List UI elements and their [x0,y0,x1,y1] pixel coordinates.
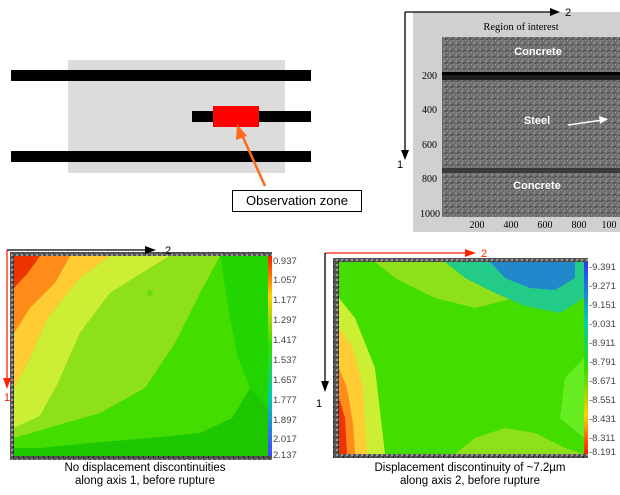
zone-blue [490,262,575,290]
x-tick: 400 [504,220,519,231]
interface-bottom [442,168,620,173]
zone-yellow-green [14,256,170,428]
micrograph-panel: 200 400 600 800 1000 200 400 600 800 100… [395,0,620,240]
y-tick: 600 [422,140,437,151]
region-concrete-top: Concrete [514,46,562,58]
micrograph-y-ticks: 200 400 600 800 1000 [420,71,440,220]
y-tick: 1000 [420,209,440,220]
y-tick: 800 [422,174,437,185]
color-scale-bar [584,262,588,454]
axis2-label: 2 [165,245,171,257]
scale-value: 0.937 [273,256,297,267]
axis1-label: 1 [397,159,403,171]
scale-value: 1.057 [273,275,297,286]
x-tick: 600 [538,220,553,231]
scale-value: 2.137 [273,450,297,461]
caption-line-1: Displacement discontinuity of ~7.2µm [374,462,566,474]
zone-dark-green [14,388,268,456]
scale-value: 1.297 [273,315,297,326]
scale-value: 2.017 [273,434,297,445]
zone-light-green [14,256,220,438]
scale-value: 1.177 [273,295,297,306]
micrograph-x-ticks: 200 400 600 800 100 [470,220,617,231]
micrograph-title: Region of interest [483,22,558,33]
scale-value: -9.271 [589,281,616,292]
x-tick: 200 [470,220,485,231]
scale-value: -9.151 [589,300,616,311]
y-tick: 200 [422,71,437,82]
scale-value: -8.191 [589,447,616,458]
scale-value: 1.417 [273,335,297,346]
micrograph-svg: 200 400 600 800 1000 200 400 600 800 100… [397,7,620,232]
steel-arrow [567,119,604,126]
rebar-bottom [11,151,311,162]
caption-line-2: along axis 2, before rupture [399,475,540,487]
observation-zone-marker [213,106,259,127]
color-scale-bar [268,256,272,456]
y-tick: 400 [422,105,437,116]
scale-value: -8.671 [589,376,616,387]
observation-zone-label: Observation zone [232,190,362,212]
scale-value: -9.391 [589,262,616,273]
scale-value: 1.777 [273,395,297,406]
map-left-svg: 2 1 [3,245,272,460]
region-concrete-bottom: Concrete [513,180,561,192]
zone-red [14,256,40,288]
scale-value: 1.897 [273,415,297,426]
x-tick: 100 [602,220,617,231]
displacement-map-left: 2 1 0.937 1.057 1.177 1.297 1.417 1.537 … [0,238,300,495]
zone-bottom-lightgreen [455,428,584,454]
zone-yellow [14,256,110,388]
micrograph-image [442,37,620,217]
scale-value: -8.311 [589,433,616,444]
scale-value: -8.431 [589,414,616,425]
schematic-drawing [11,60,311,187]
zone-right-bright [560,358,584,438]
zone-orange [14,256,70,333]
scale-value: -8.551 [589,395,616,406]
x-tick: 800 [572,220,587,231]
observation-zone-arrowhead [236,124,247,140]
axis2-label: 2 [565,7,571,19]
map-right-svg: 2 1 [316,248,588,458]
scale-value: -8.791 [589,357,616,368]
displacement-map-right: 2 1 -9.391 -9.271 -9.151 -9.031 -8.911 -… [315,238,620,495]
zone-red [339,398,347,454]
caption-line-2: along axis 1, before rupture [74,475,215,487]
scale-value: -8.911 [589,338,616,349]
observation-zone-arrow [240,134,267,187]
caption-left: No displacement discontinuities along ax… [20,462,270,488]
caption-line-1: No displacement discontinuities [64,462,226,474]
scale-value: 1.537 [273,355,297,366]
rebar-top [11,70,311,81]
axis2-label: 2 [481,248,487,260]
scale-value: -9.031 [589,319,616,330]
specimen-schematic: Observation zone [0,0,380,215]
field-spot [147,290,153,296]
interface-top [442,72,620,80]
scale-value: 1.657 [273,375,297,386]
axis1-label: 1 [4,392,10,404]
caption-right: Displacement discontinuity of ~7.2µm alo… [345,462,595,488]
region-steel: Steel [524,115,550,127]
axis1-label: 1 [316,398,322,410]
zone-green [220,256,268,408]
